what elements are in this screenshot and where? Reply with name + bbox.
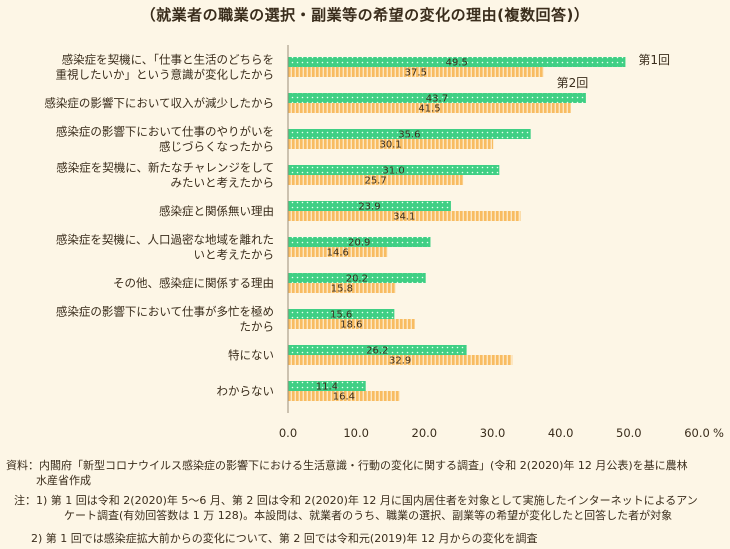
data-label: 32.9: [389, 356, 411, 367]
source-text-2: 水産省作成: [36, 474, 91, 487]
category-label: 感染症の影響下において仕事が多忙を極め: [56, 305, 274, 319]
category-label: 感じづらくなったから: [159, 140, 274, 154]
bar-series-2: [288, 211, 521, 221]
bar-series-1: [288, 129, 531, 139]
legend-label-series-2: 第2回: [557, 76, 589, 90]
bar-chart: 感染症を契機に、「仕事と生活のどちらを重視したいか」という意識が変化したから感染…: [44, 45, 724, 440]
data-label: 43.7: [426, 94, 448, 105]
bar-series-1: [288, 237, 431, 247]
source-text-1: 内閣府「新型コロナウイルス感染症の影響下における生活意識・行動の変化に関する調査…: [39, 459, 688, 472]
x-tick-label: 40.0: [548, 426, 574, 440]
category-label: 特にない: [228, 348, 274, 362]
category-label: たから: [240, 320, 275, 334]
bar-series-2: [288, 319, 415, 329]
chart-title: （就業者の職業の選択・副業等の希望の変化の理由(複数回答)）: [140, 6, 590, 24]
note-1-text-1: 第 1 回は令和 2(2020)年 5～6 月、第 2 回は令和 2(2020)…: [50, 494, 698, 507]
x-unit-label: %: [713, 426, 724, 440]
data-label: 15.6: [330, 310, 352, 321]
category-label: 感染症を契機に、新たなチャレンジをして: [56, 161, 274, 175]
x-tick-label: 20.0: [412, 426, 438, 440]
category-label: 感染症の影響下において収入が減少したから: [44, 96, 274, 110]
data-label: 18.6: [340, 320, 362, 331]
x-tick-label: 0.0: [279, 426, 297, 440]
legend-label-series-1: 第1回: [638, 53, 670, 67]
bar-series-1: [288, 165, 500, 175]
data-label: 20.2: [346, 274, 368, 285]
data-label: 26.2: [366, 346, 388, 357]
source-note: 資料：内閣府「新型コロナウイルス感染症の影響下における生活意識・行動の変化に関す…: [6, 458, 688, 488]
data-label: 25.7: [364, 176, 386, 187]
note-2-tag: 2): [31, 532, 43, 545]
category-label: みたいと考えたから: [171, 176, 275, 190]
x-tick-label: 30.0: [480, 426, 506, 440]
bar-series-2: [288, 355, 513, 365]
source-tag: 資料：: [6, 459, 39, 472]
bar-series-1: [288, 93, 586, 103]
data-label: 31.0: [383, 166, 405, 177]
data-label: 11.4: [316, 382, 338, 393]
data-label: 20.9: [348, 238, 370, 249]
data-label: 35.6: [398, 130, 420, 141]
bar-series-1: [288, 57, 626, 67]
x-tick-label: 10.0: [343, 426, 369, 440]
bar-series-2: [288, 67, 544, 77]
category-label: いと考えたから: [194, 248, 275, 262]
bar-series-1: [288, 309, 395, 319]
data-label: 23.9: [358, 202, 380, 213]
bar-series-1: [288, 273, 426, 283]
bar-series-2: [288, 283, 396, 293]
note-1-tag: 注：1): [14, 494, 48, 507]
data-label: 14.6: [327, 248, 349, 259]
note-2: 2) 第 1 回では感染症拡大前からの変化について、第 2 回では令和元(201…: [31, 531, 537, 546]
data-label: 49.5: [446, 58, 468, 69]
bar-series-2: [288, 103, 571, 113]
bar-series-2: [288, 247, 388, 257]
data-label: 16.4: [333, 392, 355, 403]
bar-series-1: [288, 381, 366, 391]
category-label: わからない: [217, 384, 275, 398]
bar-series-2: [288, 175, 464, 185]
category-label: 感染症を契機に、「仕事と生活のどちらを: [62, 53, 274, 67]
note-2-text: 第 1 回では感染症拡大前からの変化について、第 2 回では令和元(2019)年…: [45, 532, 538, 545]
data-label: 37.5: [405, 68, 427, 79]
category-label: 感染症と関係無い理由: [159, 204, 274, 218]
data-label: 34.1: [393, 212, 415, 223]
note-1: 注：1) 第 1 回は令和 2(2020)年 5～6 月、第 2 回は令和 2(…: [14, 493, 698, 523]
bar-series-2: [288, 391, 400, 401]
bar-series-2: [288, 139, 494, 149]
x-tick-label: 50.0: [616, 426, 642, 440]
x-tick-label: 60.0: [684, 426, 710, 440]
bar-series-1: [288, 345, 467, 355]
data-label: 41.5: [418, 104, 440, 115]
bar-series-1: [288, 201, 451, 211]
category-label: 重視したいか」という意識が変化したから: [56, 68, 275, 82]
note-1-text-2: ケート調査(有効回答数は 1 万 128)。本設問は、就業者のうち、職業の選択、…: [64, 509, 673, 522]
category-label: 感染症の影響下において仕事のやりがいを: [56, 125, 274, 139]
data-label: 30.1: [379, 140, 401, 151]
category-label: その他、感染症に関係する理由: [113, 276, 274, 290]
category-label: 感染症を契機に、人口過密な地域を離れた: [56, 233, 274, 247]
data-label: 15.8: [331, 284, 353, 295]
